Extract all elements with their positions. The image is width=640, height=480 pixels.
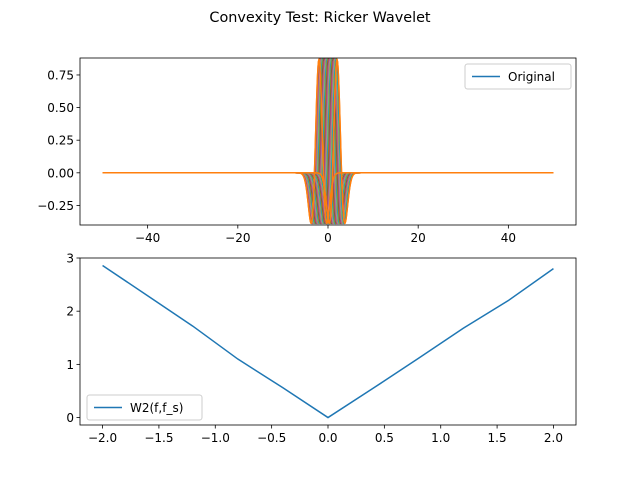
bottom-legend-box (86, 394, 203, 421)
bottom-axes: −2.0 −1.5 −1.0 −0.5 0.0 0.5 1.0 1.5 2.0 0 1 2 3 (66, 252, 577, 445)
top-legend-label: Original (508, 70, 555, 84)
top-curves (102, 58, 554, 225)
top-x-tick-label: −40 (135, 231, 160, 245)
bottom-x-tick-label: −0.5 (257, 431, 286, 445)
bottom-x-tick-label: 0.0 (318, 431, 337, 445)
top-series-shifted-first (102, 58, 554, 225)
top-x-tick-label: −20 (225, 231, 250, 245)
bottom-y-tick-label: 3 (66, 252, 74, 266)
bottom-legend: W2(f,f_s) (86, 394, 203, 421)
bottom-x-tick-label: −1.5 (144, 431, 173, 445)
bottom-curves (102, 264, 554, 419)
bottom-plot-panel: −2.0 −1.5 −1.0 −0.5 0.0 0.5 1.0 1.5 2.0 0 1 2 3 W2(f… (66, 252, 577, 445)
top-x-tick-label: 0 (324, 231, 332, 245)
bottom-x-tick-label: 1.5 (488, 431, 507, 445)
top-y-tick-label: −0.25 (37, 199, 74, 213)
figure-title: Convexity Test: Ricker Wavelet (209, 10, 431, 26)
bottom-x-tick-label: 2.0 (544, 431, 563, 445)
top-legend: Original (464, 63, 572, 90)
top-y-tick-label: 0.75 (47, 68, 74, 82)
bottom-x-tick-label: 0.5 (375, 431, 394, 445)
bottom-y-tick-label: 0 (66, 411, 74, 425)
bottom-y-tick-label: 2 (66, 305, 74, 319)
bottom-x-tick-label: −2.0 (88, 431, 117, 445)
bottom-series-w2 (102, 264, 554, 419)
top-plot-panel: −40 −20 0 20 40 −0.25 0.00 0.25 0.50 0.75 Origina… (37, 57, 577, 245)
top-axes: −40 −20 0 20 40 −0.25 0.00 0.25 0.50 0.75 (37, 57, 577, 245)
top-legend-box (464, 63, 572, 90)
top-y-tick-label: 0.25 (47, 134, 74, 148)
top-x-tick-label: 20 (411, 231, 426, 245)
top-y-tick-label: 0.00 (47, 166, 74, 180)
bottom-x-tick-label: −1.0 (201, 431, 230, 445)
top-y-tick-label: 0.50 (47, 101, 74, 115)
bottom-x-tick-label: 1.0 (431, 431, 450, 445)
bottom-y-tick-label: 1 (66, 358, 74, 372)
top-x-tick-label: 40 (501, 231, 516, 245)
bottom-legend-label: W2(f,f_s) (130, 401, 183, 415)
